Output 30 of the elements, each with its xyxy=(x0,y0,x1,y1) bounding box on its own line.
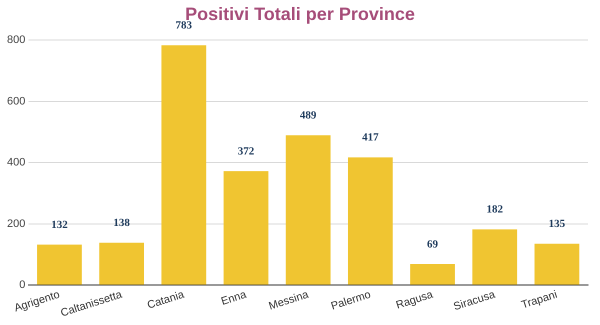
x-tick-label: Ragusa xyxy=(394,288,436,312)
bar xyxy=(534,244,580,285)
bar xyxy=(37,244,82,285)
data-label: 489 xyxy=(300,110,317,122)
data-label: 372 xyxy=(238,145,255,158)
y-tick-label: 400 xyxy=(6,156,26,169)
x-tick-label: Siracusa xyxy=(452,288,498,314)
data-label: 138 xyxy=(113,217,130,230)
bar xyxy=(472,229,518,285)
data-label: 417 xyxy=(362,132,380,144)
x-tick-label: Enna xyxy=(220,288,249,308)
bar xyxy=(161,45,206,285)
bar xyxy=(410,264,455,285)
y-tick-label: 200 xyxy=(6,218,26,230)
bar xyxy=(224,171,268,285)
bar xyxy=(286,135,331,285)
bar xyxy=(348,157,393,285)
data-label: 783 xyxy=(176,20,193,32)
data-label: 69 xyxy=(427,238,439,250)
y-tick-label: 0 xyxy=(19,279,26,292)
x-tick-label: Palermo xyxy=(330,288,372,313)
data-label: 182 xyxy=(486,204,504,216)
x-tick-label: Catania xyxy=(146,288,186,312)
x-tick-label: Trapani xyxy=(520,288,559,312)
x-tick-label: Messina xyxy=(267,288,311,313)
data-label: 135 xyxy=(548,218,566,230)
y-tick-label: 600 xyxy=(6,95,26,108)
data-label: 132 xyxy=(51,218,68,231)
y-tick-label: 800 xyxy=(6,34,26,46)
bar xyxy=(99,242,144,285)
